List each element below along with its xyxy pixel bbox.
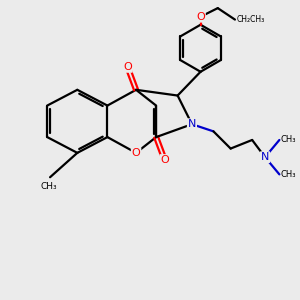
- Text: O: O: [132, 148, 140, 158]
- Text: N: N: [261, 152, 269, 162]
- Text: CH₂CH₃: CH₂CH₃: [236, 15, 265, 24]
- Text: O: O: [196, 12, 205, 22]
- Text: O: O: [160, 155, 169, 165]
- Text: N: N: [188, 119, 196, 129]
- Text: CH₃: CH₃: [281, 136, 296, 145]
- Text: O: O: [123, 62, 132, 72]
- Text: CH₃: CH₃: [281, 170, 296, 179]
- Text: CH₃: CH₃: [40, 182, 57, 190]
